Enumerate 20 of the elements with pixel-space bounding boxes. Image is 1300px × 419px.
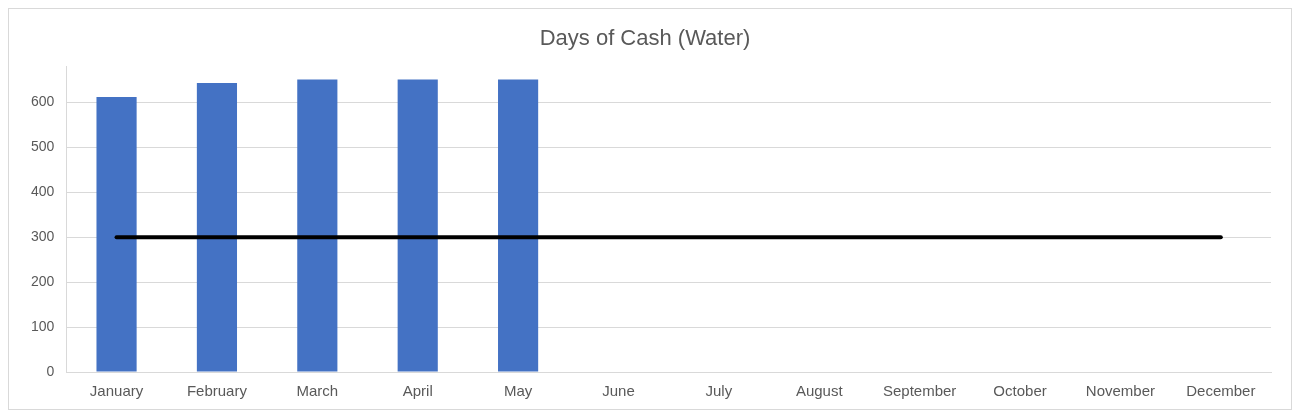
x-tick-label: March (296, 382, 339, 400)
x-tick-label: October (993, 382, 1047, 400)
x-tick-label: July (705, 382, 733, 400)
y-tick-label: 600 (31, 93, 55, 110)
y-tick-label: 400 (31, 183, 55, 200)
x-tick-label: November (1085, 382, 1156, 400)
x-tick-label: May (503, 382, 533, 400)
y-tick-label: 100 (31, 317, 55, 334)
y-tick-label: 300 (31, 228, 55, 245)
chart-title: Days of Cash (Water) (539, 25, 751, 51)
x-tick-label: September (882, 382, 957, 400)
x-tick-label: January (89, 382, 144, 400)
y-tick-label: 500 (31, 138, 55, 155)
x-tick-label: June (602, 382, 635, 400)
y-tick-label: 200 (31, 272, 55, 289)
x-tick-label: August (795, 382, 844, 400)
x-tick-label: February (186, 382, 248, 400)
y-tick-label: 0 (46, 362, 55, 379)
x-tick-label: December (1186, 382, 1256, 400)
x-tick-label: April (402, 382, 433, 400)
